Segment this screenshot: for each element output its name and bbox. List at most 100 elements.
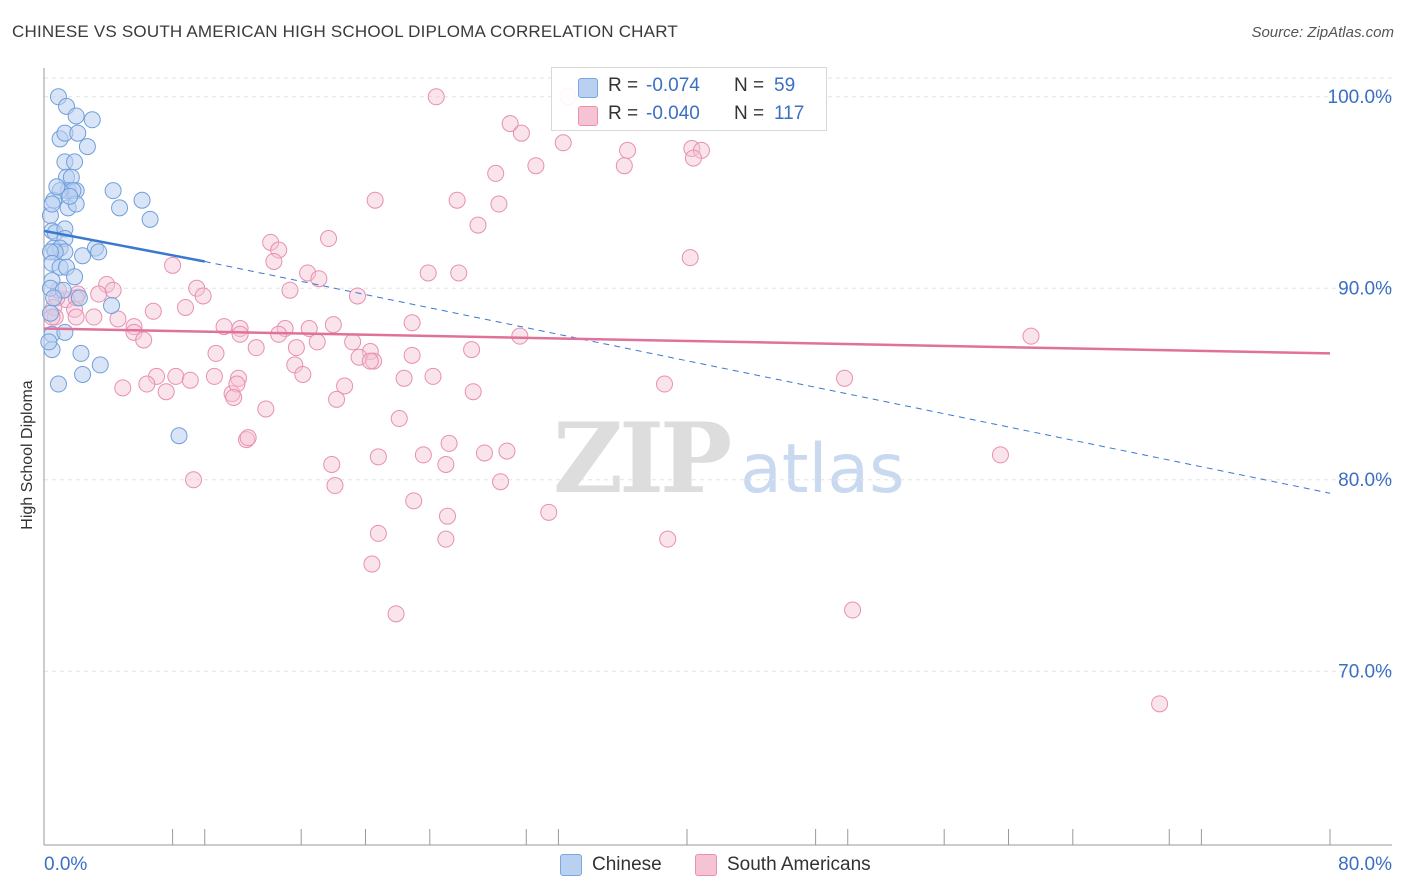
data-point-south-americans — [437, 530, 455, 548]
data-point-south-americans — [228, 375, 246, 393]
data-point-south-americans — [194, 287, 212, 305]
legend-chinese-label: Chinese — [592, 854, 662, 875]
data-point-chinese — [49, 375, 67, 393]
data-point-south-americans — [464, 383, 482, 401]
data-point-south-americans — [326, 477, 344, 495]
data-point-chinese — [133, 191, 151, 209]
data-point-south-americans — [67, 308, 85, 326]
data-point-south-americans — [487, 164, 505, 182]
data-point-chinese — [83, 111, 101, 129]
trendline-chinese-extension — [204, 261, 1331, 494]
data-point-south-americans — [403, 346, 421, 364]
data-point-south-americans — [114, 379, 132, 397]
data-point-chinese — [45, 289, 63, 307]
data-point-south-americans — [157, 383, 175, 401]
data-point-south-americans — [448, 191, 466, 209]
data-point-chinese — [66, 153, 84, 171]
data-point-chinese — [90, 243, 108, 261]
data-point-south-americans — [320, 230, 338, 248]
data-point-south-americans — [684, 149, 702, 167]
data-point-south-americans — [366, 191, 384, 209]
data-point-chinese — [61, 187, 79, 205]
y-tick-label: 80.0% — [1338, 470, 1392, 491]
data-point-south-americans — [230, 369, 248, 387]
data-point-south-americans — [1151, 695, 1169, 713]
south-americans-r-label: R = — [608, 103, 639, 124]
data-point-south-americans — [427, 88, 445, 106]
data-point-south-americans — [90, 285, 108, 303]
data-point-south-americans — [181, 371, 199, 389]
data-point-south-americans — [540, 503, 558, 521]
data-point-chinese — [78, 138, 96, 156]
chart-title: CHINESE VS SOUTH AMERICAN HIGH SCHOOL DI… — [12, 22, 678, 41]
data-point-south-americans — [403, 314, 421, 332]
data-point-south-americans — [619, 141, 637, 159]
chinese-n-label: N = — [734, 75, 765, 96]
data-point-south-americans — [475, 444, 493, 462]
data-point-south-americans — [498, 442, 516, 460]
gridlines — [44, 77, 1392, 672]
y-tick-label: 70.0% — [1338, 661, 1392, 682]
data-point-south-americans — [844, 601, 862, 619]
data-point-chinese — [141, 210, 159, 228]
watermark-zip: ZIP — [553, 402, 732, 515]
data-point-south-americans — [176, 298, 194, 316]
data-point-south-americans — [361, 352, 379, 370]
data-point-south-americans — [310, 270, 328, 288]
data-point-south-americans — [239, 429, 257, 447]
data-point-chinese — [40, 333, 58, 351]
trendline-chinese — [43, 229, 205, 263]
data-point-south-americans — [350, 348, 368, 366]
data-point-chinese — [103, 297, 121, 315]
chinese-r-value: -0.074 — [646, 75, 700, 96]
data-point-chinese — [74, 247, 92, 265]
data-point-south-americans — [492, 473, 510, 491]
data-point-south-americans — [414, 446, 432, 464]
data-point-south-americans — [257, 400, 275, 418]
data-point-south-americans — [836, 369, 854, 387]
data-point-south-americans — [463, 341, 481, 359]
stats-legend: R = -0.074 N = 59 R = -0.040 N = 117 — [551, 67, 827, 131]
data-point-south-americans — [363, 555, 381, 573]
data-point-south-americans — [469, 216, 487, 234]
data-point-south-americans — [361, 342, 379, 360]
data-point-south-americans — [104, 281, 122, 299]
data-point-south-americans — [164, 256, 182, 274]
data-point-chinese — [72, 344, 90, 362]
data-point-chinese — [170, 427, 188, 445]
data-point-south-americans — [344, 333, 362, 351]
data-point-south-americans — [419, 264, 437, 282]
south-americans-r-value: -0.040 — [646, 103, 700, 124]
data-point-chinese — [91, 356, 109, 374]
source-credit: Source: ZipAtlas.com — [1251, 24, 1394, 41]
data-point-south-americans — [207, 344, 225, 362]
data-point-south-americans — [287, 339, 305, 357]
x-tick-label-min: 0.0% — [44, 854, 87, 875]
data-point-south-americans — [281, 281, 299, 299]
data-point-south-americans — [511, 327, 529, 345]
data-point-south-americans — [450, 264, 468, 282]
south-americans-n-value: 117 — [774, 103, 805, 124]
trendline-south-americans — [43, 327, 1331, 355]
data-point-chinese — [67, 107, 85, 125]
series-south-americans — [43, 88, 1169, 713]
data-point-chinese — [74, 365, 92, 383]
data-point-south-americans — [328, 390, 346, 408]
data-point-south-americans — [85, 308, 103, 326]
data-point-chinese — [70, 289, 88, 307]
x-tick-label-max: 80.0% — [1338, 854, 1392, 875]
y-tick-label: 100.0% — [1328, 87, 1393, 108]
data-point-south-americans — [424, 367, 442, 385]
data-point-south-americans — [554, 134, 572, 152]
data-point-south-americans — [369, 448, 387, 466]
data-point-chinese — [43, 195, 61, 213]
data-point-south-americans — [294, 365, 312, 383]
data-point-south-americans — [395, 369, 413, 387]
stats-legend-chinese: R = -0.074 N = 59 — [552, 72, 826, 100]
south-americans-n-label: N = — [734, 103, 765, 124]
data-point-south-americans — [405, 492, 423, 510]
chinese-swatch — [578, 78, 598, 98]
data-point-south-americans — [615, 157, 633, 175]
data-point-south-americans — [225, 388, 243, 406]
